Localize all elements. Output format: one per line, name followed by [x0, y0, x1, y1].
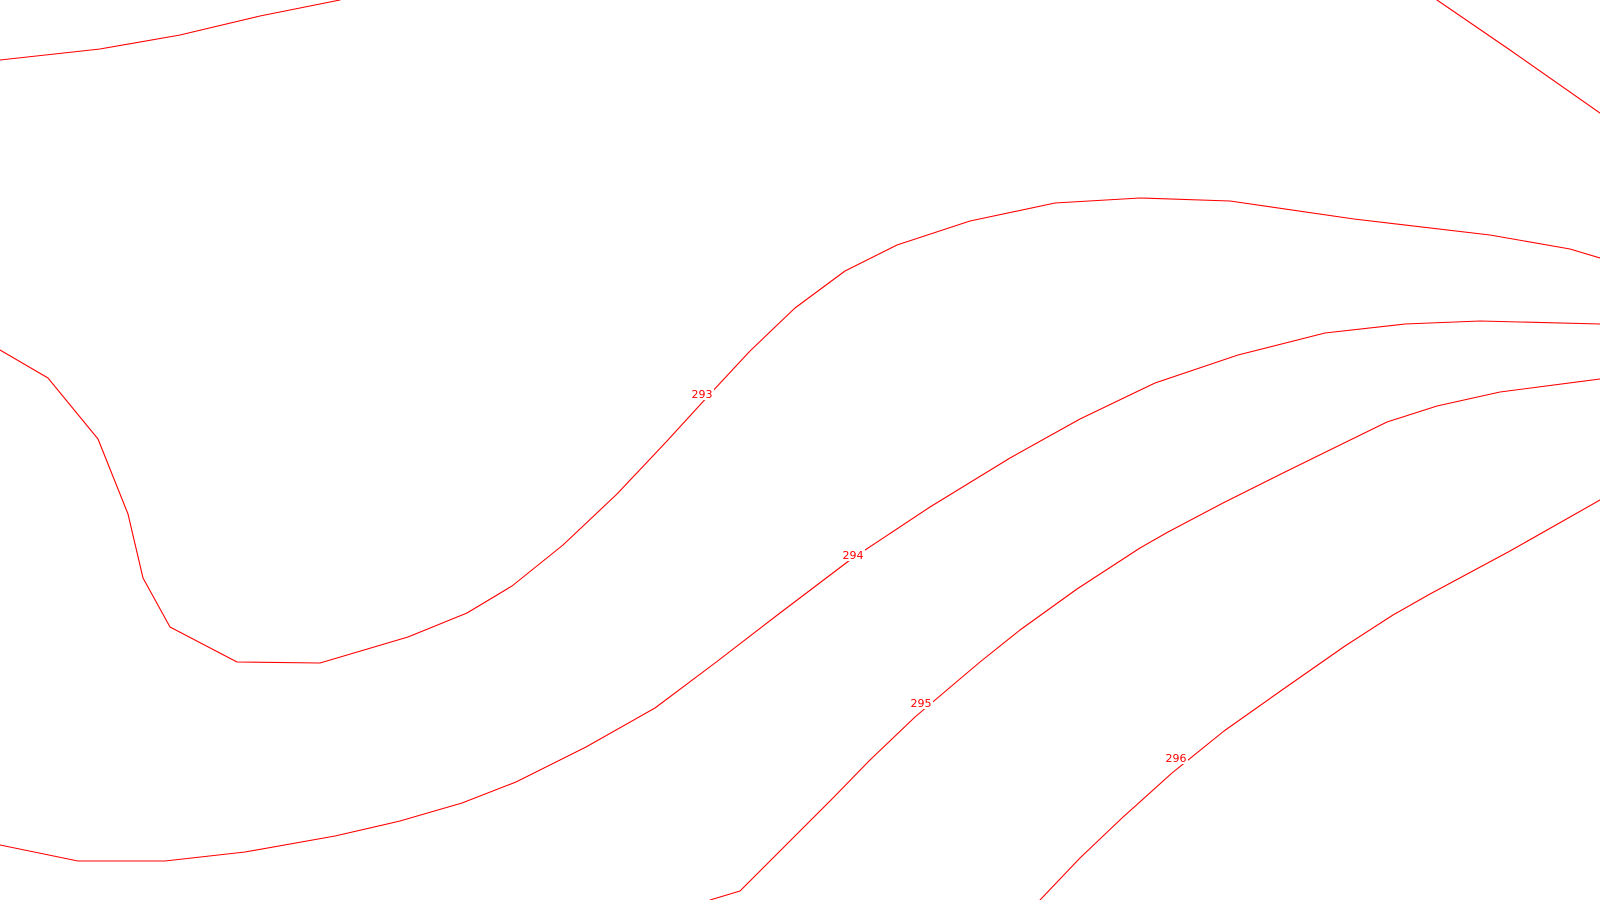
contour-line-294 [0, 320, 1600, 862]
contour-line-top-left [0, 0, 341, 61]
contour-label-294-halo [841, 549, 865, 561]
contour-label-293-halo [690, 388, 714, 400]
contour-label-296-halo [1164, 752, 1188, 764]
contour-label-295: 295 [911, 697, 932, 710]
contour-label-296: 296 [1166, 752, 1187, 765]
contour-label-293: 293 [692, 388, 713, 401]
contour-line-293 [0, 197, 1600, 664]
contour-label-294: 294 [843, 549, 864, 562]
contour-label-295-halo [909, 697, 933, 709]
contour-line-296 [1039, 499, 1600, 901]
contour-line-top-right [1436, 0, 1600, 114]
contour-line-295 [709, 378, 1600, 901]
